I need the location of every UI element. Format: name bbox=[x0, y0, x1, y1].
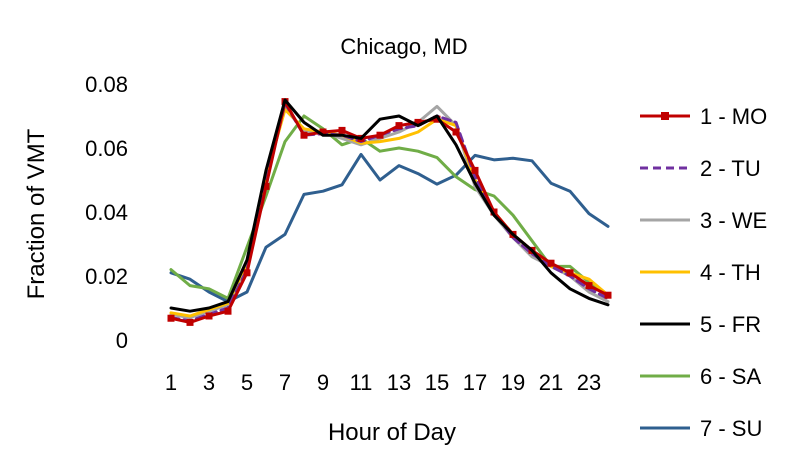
series-1-marker bbox=[224, 307, 232, 315]
plot-area bbox=[167, 98, 612, 326]
series-1-marker bbox=[186, 318, 194, 326]
y-tick-label: 0.08 bbox=[85, 72, 128, 97]
legend-label-4: 4 - TH bbox=[700, 260, 761, 285]
x-tick-label: 7 bbox=[279, 370, 291, 395]
series-1-marker bbox=[566, 269, 574, 277]
series-1-marker bbox=[547, 259, 555, 267]
series-line-7 bbox=[169, 152, 610, 304]
x-tick-label: 3 bbox=[203, 370, 215, 395]
legend-marker bbox=[661, 112, 669, 120]
x-tick-label: 5 bbox=[241, 370, 253, 395]
chart-title: Chicago, MD bbox=[340, 34, 467, 59]
x-tick-label: 17 bbox=[463, 370, 487, 395]
x-axis-ticks: 1 3 5 7 9 11 13 15 17 19 21 23 bbox=[165, 370, 601, 395]
legend-label-3: 3 - WE bbox=[700, 208, 767, 233]
x-tick-label: 11 bbox=[350, 370, 373, 395]
series-1-marker bbox=[471, 166, 479, 174]
series-1-marker bbox=[243, 269, 251, 277]
series-1-marker bbox=[395, 122, 403, 130]
x-tick-label: 23 bbox=[577, 370, 601, 395]
series-1-marker bbox=[452, 128, 460, 136]
y-tick-label: 0.06 bbox=[85, 136, 128, 161]
series-1-marker bbox=[338, 126, 346, 134]
series-1-marker bbox=[585, 282, 593, 290]
y-tick-label: 0.04 bbox=[85, 200, 128, 225]
legend-label-6: 6 - SA bbox=[700, 364, 761, 389]
legend: 1 - MO 2 - TU 3 - WE 4 - TH 5 - FR 6 - SA 7 - … bbox=[640, 104, 767, 441]
y-axis-label: Fraction of VMT bbox=[23, 128, 50, 299]
y-tick-label: 0.02 bbox=[85, 264, 128, 289]
x-tick-label: 13 bbox=[387, 370, 411, 395]
x-tick-label: 15 bbox=[425, 370, 449, 395]
series-1-marker bbox=[376, 131, 384, 139]
x-tick-label: 1 bbox=[165, 370, 177, 395]
x-tick-label: 9 bbox=[317, 370, 329, 395]
y-axis-ticks: 0 0.02 0.04 0.06 0.08 bbox=[85, 72, 128, 353]
legend-label-1: 1 - MO bbox=[700, 104, 767, 129]
y-tick-label: 0 bbox=[116, 328, 128, 353]
x-tick-label: 19 bbox=[501, 370, 525, 395]
x-axis-label: Hour of Day bbox=[328, 419, 456, 446]
series-1-marker bbox=[604, 291, 612, 299]
legend-label-2: 2 - TU bbox=[700, 156, 761, 181]
series-1-marker bbox=[167, 314, 175, 322]
series-line-5 bbox=[169, 98, 610, 313]
series-1-marker bbox=[205, 312, 213, 320]
series-line-6 bbox=[169, 114, 610, 300]
legend-label-5: 5 - FR bbox=[700, 312, 761, 337]
series-1-marker bbox=[300, 131, 308, 139]
x-tick-label: 21 bbox=[539, 370, 563, 395]
legend-label-7: 7 - SU bbox=[700, 416, 762, 441]
